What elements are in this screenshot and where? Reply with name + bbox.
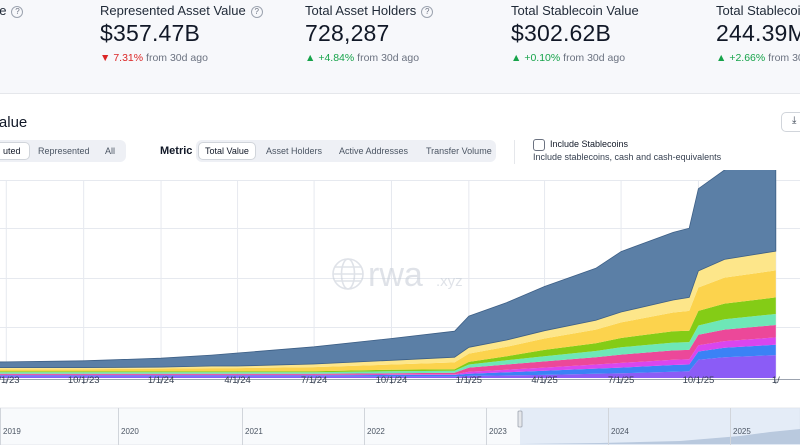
- globe-icon: [332, 258, 364, 290]
- include-stablecoins-description: Include stablecoins, cash and cash-equiv…: [533, 152, 722, 162]
- x-axis: 7/1/23 10/1/23 1/1/24 4/1/24 7/1/24 10/1/24 1/…: [0, 375, 780, 386]
- stat-change-percent: +4.84%: [318, 52, 355, 64]
- stat-value: $302.62B: [511, 20, 612, 46]
- stats-bar: ue? Represented Asset Value? $357.47B ▼ …: [0, 0, 800, 94]
- brush-tick-label: 2023: [489, 427, 507, 436]
- include-stablecoins-label[interactable]: Include Stablecoins: [550, 139, 629, 149]
- brush-tick-label: 2024: [611, 427, 629, 436]
- metric-label: Metric: [160, 145, 193, 157]
- brush-tick-label: 2020: [121, 427, 139, 436]
- stat-change-percent: +2.66%: [729, 52, 766, 64]
- tab-asset-holders[interactable]: Asset Holders: [266, 146, 323, 156]
- brush-tick-label: 2025: [733, 427, 751, 436]
- tab-represented[interactable]: Represented: [38, 146, 90, 156]
- area-series-1[interactable]: [0, 355, 776, 378]
- stat-label: Total Asset Holders: [305, 3, 417, 18]
- area-series-9[interactable]: [0, 170, 777, 368]
- triangle-up-icon: ▲: [511, 52, 522, 64]
- stat-value: $357.47B: [100, 20, 201, 46]
- scope-segmented-control: uted Represented All: [0, 140, 126, 162]
- x-tick-label: 10/1/24: [376, 375, 408, 386]
- download-icon: ⤓: [792, 115, 797, 126]
- brush-handle-left[interactable]: [517, 410, 523, 428]
- help-icon[interactable]: ?: [421, 6, 434, 18]
- brush-tick-label: 2021: [245, 427, 263, 436]
- stat-change-suffix: from 30d ago: [146, 52, 208, 64]
- tab-active-addresses[interactable]: Active Addresses: [339, 146, 409, 156]
- chart-title: Value: [0, 114, 28, 131]
- stat-change-suffix: from 30d ago: [563, 52, 626, 64]
- x-tick-label: 1/: [772, 375, 780, 386]
- chart-areas: [0, 170, 777, 378]
- stat-change-percent: 7.31%: [113, 52, 144, 64]
- tab-transfer-volume[interactable]: Transfer Volume: [426, 146, 492, 156]
- metric-segmented-control: Total Value Asset Holders Active Address…: [196, 140, 496, 162]
- x-tick-label: 4/1/24: [224, 375, 250, 386]
- divider: [514, 140, 515, 164]
- stacked-area-chart[interactable]: rwa .xyz 7/1/23 10/1/23 1/1/24 4/1/24 7/1/24…: [0, 170, 800, 445]
- x-tick-label: 4/1/25: [531, 375, 557, 386]
- x-tick-label: 1/1/25: [456, 375, 482, 386]
- stat-change-percent: +0.10%: [524, 52, 561, 64]
- tab-total-value[interactable]: Total Value: [198, 142, 256, 160]
- watermark-suffix: .xyz: [436, 273, 463, 290]
- stat-label: Represented Asset Value: [100, 3, 246, 18]
- stat-change: ▲ +0.10% from 30d ago: [511, 52, 625, 64]
- stat-change: ▲ +2.66% from 30d ago: [716, 52, 800, 64]
- help-icon[interactable]: ?: [250, 6, 263, 18]
- stat-value: 244.39M: [716, 20, 800, 46]
- help-icon[interactable]: ?: [11, 6, 24, 18]
- x-tick-label: 10/1/25: [683, 375, 715, 386]
- download-button[interactable]: ⤓: [781, 112, 800, 132]
- stat-label: ue: [0, 3, 7, 18]
- x-tick-label: 10/1/23: [68, 375, 100, 386]
- x-tick-label: 7/1/25: [608, 375, 634, 386]
- x-tick-label: 1/1/24: [148, 375, 174, 386]
- area-series-4[interactable]: [0, 325, 776, 375]
- brush-tick-label: 2019: [3, 427, 21, 436]
- stat-label: Total Stablecoin Value: [511, 3, 639, 18]
- triangle-up-icon: ▲: [305, 52, 316, 64]
- stat-change-suffix: from 30d ago: [357, 52, 420, 64]
- tab-distributed[interactable]: uted: [0, 142, 30, 160]
- watermark: rwa .xyz: [332, 256, 463, 294]
- triangle-up-icon: ▲: [716, 52, 727, 64]
- stat-label: Total Stablecoin: [716, 3, 800, 18]
- triangle-down-icon: ▼: [100, 52, 111, 64]
- x-tick-label: 7/1/24: [301, 375, 327, 386]
- stat-change-suffix: from 30d ago: [768, 52, 800, 64]
- include-stablecoins-checkbox[interactable]: [533, 139, 545, 151]
- brush-tick-label: 2022: [367, 427, 385, 436]
- stat-change: ▼ 7.31% from 30d ago: [100, 52, 208, 64]
- range-brush[interactable]: 2019 2020 2021 2022 2023 2024 2025: [0, 407, 800, 445]
- x-tick-label: 7/1/23: [0, 375, 20, 386]
- tab-all[interactable]: All: [105, 146, 116, 156]
- stat-change: ▲ +4.84% from 30d ago: [305, 52, 419, 64]
- area-series-3[interactable]: [0, 337, 776, 376]
- watermark-text: rwa: [368, 256, 423, 294]
- stat-value: 728,287: [305, 20, 390, 46]
